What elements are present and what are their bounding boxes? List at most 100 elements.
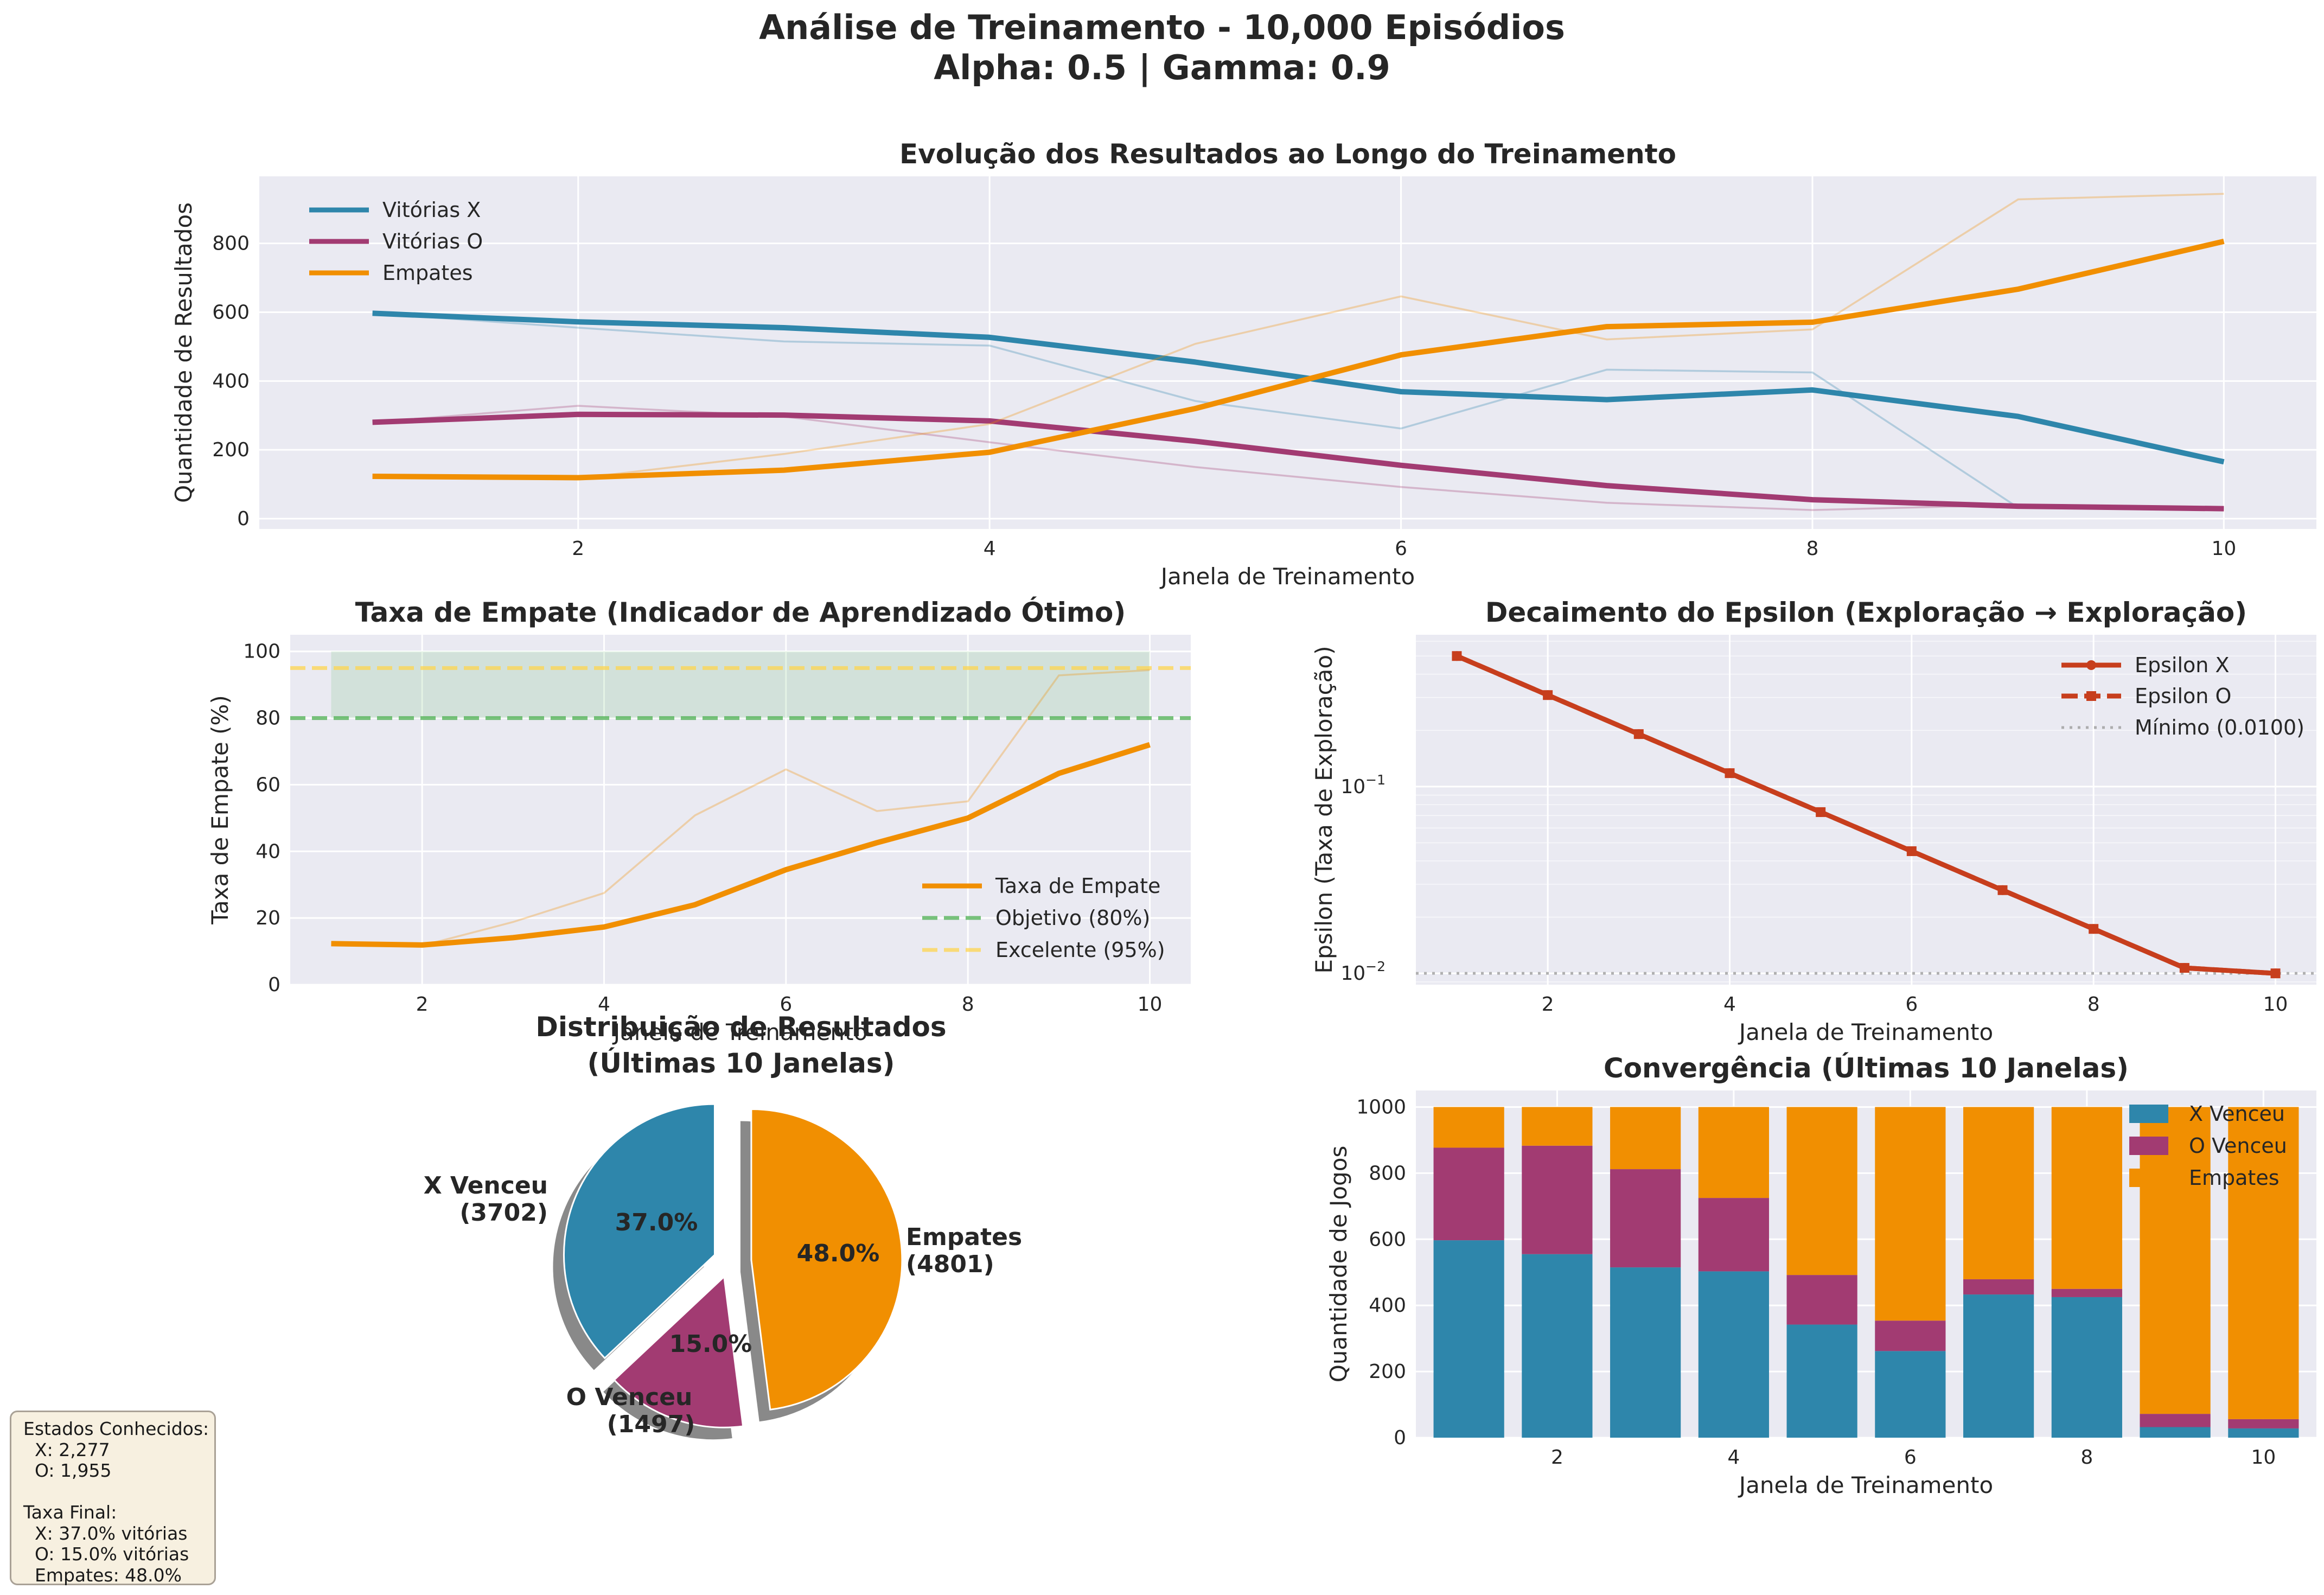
series-raw-line	[331, 669, 1150, 947]
stats-line: Empates: 48.0%	[23, 1564, 182, 1586]
slice-percent-label: 48.0%	[797, 1240, 880, 1267]
legend-label: Empates	[2189, 1166, 2280, 1190]
slice-percent-label: 15.0%	[669, 1330, 752, 1358]
bar-segment	[2051, 1107, 2122, 1289]
legend-label: Objetivo (80%)	[995, 906, 1150, 930]
draw-rate-legend: Taxa de Empate Objetivo (80%) Excelente (9…	[922, 874, 1165, 962]
stats-line: X: 2,277	[23, 1439, 110, 1460]
figure-title-line1: Análise de Treinamento - 10,000 Episódio…	[759, 8, 1565, 47]
bar-segment	[1875, 1320, 1946, 1351]
evolution-plot-area	[259, 176, 2316, 529]
legend-label: Taxa de Empate	[995, 874, 1160, 898]
bar-segment	[2051, 1288, 2122, 1297]
y-tick-label: 10−1	[1340, 772, 1386, 798]
target-band	[331, 651, 1150, 718]
y-axis-label: Quantidade de Resultados	[170, 202, 197, 503]
x-tick-label: 8	[962, 993, 974, 1016]
stats-line: Estados Conhecidos:	[23, 1418, 209, 1439]
y-tick-label: 0	[268, 974, 280, 996]
bar-segment	[2140, 1414, 2211, 1427]
y-tick-label: 200	[212, 439, 250, 461]
bar-segment	[1786, 1275, 1857, 1325]
y-axis-label: Epsilon (Taxa de Exploração)	[1311, 646, 1337, 973]
series-line	[372, 411, 2224, 512]
series-raw-line	[372, 405, 2224, 511]
x-tick-label: 8	[2087, 993, 2100, 1016]
convergence-legend: X Venceu O Venceu Empates	[2129, 1102, 2287, 1190]
bar-segment	[2140, 1107, 2211, 1414]
x-tick-label: 8	[1806, 538, 1819, 560]
legend-label: Vitórias O	[382, 229, 483, 253]
bar-segment	[2228, 1107, 2299, 1419]
bar-segment	[1963, 1294, 2034, 1438]
pie-title-line2: (Últimas 10 Janelas)	[588, 1047, 895, 1079]
x-tick-label: 4	[1723, 993, 1736, 1016]
draw_rate-plot-area	[290, 635, 1191, 985]
bar-segment	[1433, 1240, 1504, 1438]
y-axis-label: Taxa de Empate (%)	[207, 695, 233, 924]
legend-swatch	[2129, 1105, 2168, 1123]
bar-segment	[1875, 1351, 1946, 1438]
bar-segment	[1698, 1107, 1769, 1198]
epsilon-axes: 10−2 10−1 2 4 6 8 10 Janela de Treinamento Epsil…	[1311, 597, 2316, 1045]
series-line	[1455, 654, 2276, 976]
y-tick-label: 0	[1394, 1427, 1406, 1449]
series-raw-line	[372, 193, 2224, 480]
x-tick-label: 2	[416, 993, 429, 1016]
legend-label: Mínimo (0.0100)	[2135, 716, 2304, 739]
evolution-axes: 0 200 400 600 800 2 4 6 8 10 Janela de Treinamento…	[170, 138, 2316, 590]
bar-segment	[1875, 1107, 1946, 1321]
legend-swatch	[2129, 1137, 2168, 1155]
legend-label: X Venceu	[2189, 1102, 2285, 1126]
convergence-title: Convergência (Últimas 10 Janelas)	[1604, 1052, 2129, 1084]
epsilon-plot-area	[1416, 635, 2316, 985]
y-tick-label: 0	[237, 508, 250, 530]
series-line	[372, 239, 2225, 481]
legend-marker	[2086, 660, 2096, 670]
y-tick-label: 10−2	[1340, 959, 1386, 985]
slice-count-label: (3702)	[459, 1199, 548, 1227]
evolution-title: Evolução dos Resultados ao Longo do Trei…	[899, 138, 1676, 170]
distribution-pie: Distribuição de Resultados (Últimas 10 Ja…	[424, 1011, 1022, 1440]
x-tick-label: 6	[1905, 993, 1918, 1016]
draw_rate-title: Taxa de Empate (Indicador de Aprendizado…	[355, 596, 1126, 628]
stats-line: X: 37.0% vitórias	[23, 1522, 188, 1544]
y-tick-label: 100	[243, 641, 280, 663]
x-tick-label: 6	[1904, 1446, 1917, 1469]
x-tick-label: 10	[2211, 538, 2236, 560]
y-tick-label: 600	[212, 301, 250, 323]
pie-slice	[613, 1275, 744, 1428]
slice-name-label: O Venceu	[566, 1383, 693, 1411]
slice-count-label: (1497)	[607, 1411, 695, 1438]
bar-segment	[2051, 1297, 2122, 1438]
series-line	[331, 742, 1151, 948]
y-tick-label: 80	[256, 707, 280, 730]
bar-segment	[1433, 1147, 1504, 1241]
x-tick-label: 6	[1395, 538, 1407, 560]
y-tick-label: 400	[1369, 1294, 1406, 1317]
legend-label: Empates	[382, 261, 473, 285]
y-tick-label: 60	[256, 774, 280, 796]
evolution-legend: Vitórias X Vitórias O Empates	[309, 198, 483, 285]
slice-name-label: Empates	[906, 1223, 1022, 1251]
epsilon-title: Decaimento do Epsilon (Exploração → Expl…	[1485, 597, 2247, 628]
figure-title-line2: Alpha: 0.5 | Gamma: 0.9	[934, 48, 1390, 88]
x-tick-label: 10	[1138, 993, 1163, 1016]
x-tick-label: 2	[572, 538, 584, 560]
legend-label: Epsilon X	[2135, 653, 2230, 677]
bar-segment	[1522, 1254, 1593, 1438]
bar-segment	[2140, 1427, 2211, 1438]
epsilon-legend: Epsilon X Epsilon O Mínimo (0.0100)	[2061, 653, 2304, 739]
y-tick-label: 1000	[1356, 1096, 1406, 1118]
y-axis-label: Quantidade de Jogos	[1325, 1146, 1352, 1383]
slice-count-label: (4801)	[906, 1251, 994, 1278]
legend-label: Epsilon O	[2135, 684, 2231, 708]
y-tick-label: 800	[1369, 1162, 1406, 1184]
bar-segment	[1610, 1107, 1681, 1170]
bar-segment	[1522, 1145, 1593, 1254]
bar-segment	[1698, 1271, 1769, 1438]
stats-line: Taxa Final:	[23, 1502, 117, 1523]
bar-segment	[1610, 1169, 1681, 1268]
x-tick-label: 4	[984, 538, 996, 560]
x-axis-label: Janela de Treinamento	[1738, 1019, 1993, 1045]
